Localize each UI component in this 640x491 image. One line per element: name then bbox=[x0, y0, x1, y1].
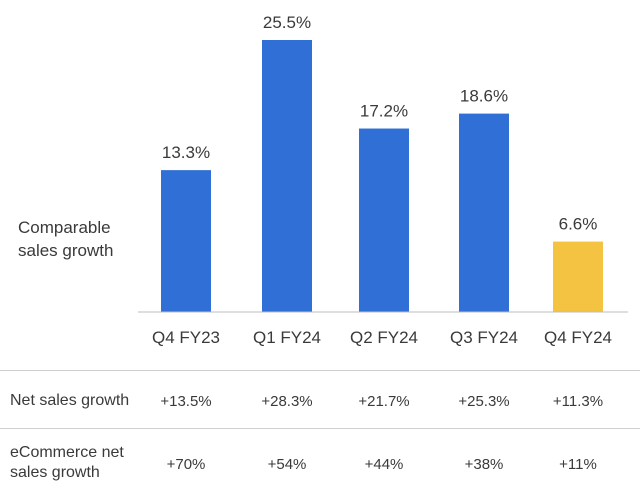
table-cell: +28.3% bbox=[261, 393, 313, 410]
bar-q2-fy24 bbox=[359, 128, 409, 312]
x-tick-label: Q4 FY24 bbox=[544, 328, 612, 347]
table-cell: +25.3% bbox=[458, 393, 510, 410]
x-tick-labels: Q4 FY23 Q1 FY24 Q2 FY24 Q3 FY24 Q4 FY24 bbox=[152, 328, 612, 347]
bar-q4-fy24 bbox=[553, 241, 603, 312]
bar-value-label: 6.6% bbox=[559, 215, 598, 234]
table-cell: +13.5% bbox=[160, 393, 212, 410]
table-cell: +21.7% bbox=[358, 393, 410, 410]
row-label-line: Net sales growth bbox=[10, 392, 130, 409]
row-label-line: eCommerce net bbox=[10, 444, 124, 461]
table-cell: +54% bbox=[267, 456, 307, 473]
table-cell: +44% bbox=[364, 456, 404, 473]
bar-chart: 13.3%25.5%17.2%18.6%6.6% Q4 FY23 Q1 FY24 Q… bbox=[138, 13, 628, 347]
x-tick-label: Q3 FY24 bbox=[450, 328, 518, 347]
x-tick-label: Q1 FY24 bbox=[253, 328, 321, 347]
bar-q4-fy23 bbox=[161, 170, 211, 312]
table-cell: +11.3% bbox=[552, 393, 604, 410]
x-tick-label: Q2 FY24 bbox=[350, 328, 418, 347]
y-axis-label: Comparable sales growth bbox=[18, 216, 148, 262]
row-label-line: sales growth bbox=[10, 464, 100, 481]
bar-value-label: 13.3% bbox=[162, 143, 210, 162]
bar-value-label: 17.2% bbox=[360, 102, 408, 121]
y-axis-label-line-2: sales growth bbox=[18, 241, 114, 260]
row-label-net-sales: Net sales growth bbox=[10, 391, 129, 411]
table-row-ecommerce: eCommerce net sales growth +70% +54% +44… bbox=[0, 428, 640, 491]
table-cell: +11% bbox=[559, 456, 597, 473]
bars-group: 13.3% 25.5% 17.2% 18.6% 6.6% bbox=[161, 13, 603, 312]
y-axis-label-line-1: Comparable bbox=[18, 218, 111, 237]
table-cell: +38% bbox=[464, 456, 504, 473]
x-tick-label: Q4 FY23 bbox=[152, 328, 220, 347]
row-label-ecommerce: eCommerce net sales growth bbox=[10, 443, 124, 483]
bar-q3-fy24 bbox=[459, 113, 509, 312]
bar-q1-fy24 bbox=[262, 40, 312, 312]
bar-value-label: 25.5% bbox=[263, 13, 311, 32]
table-row-net-sales: Net sales growth +13.5% +28.3% +21.7% +2… bbox=[0, 370, 640, 429]
table-cell: +70% bbox=[166, 456, 206, 473]
bar-value-label: 18.6% bbox=[460, 87, 508, 106]
